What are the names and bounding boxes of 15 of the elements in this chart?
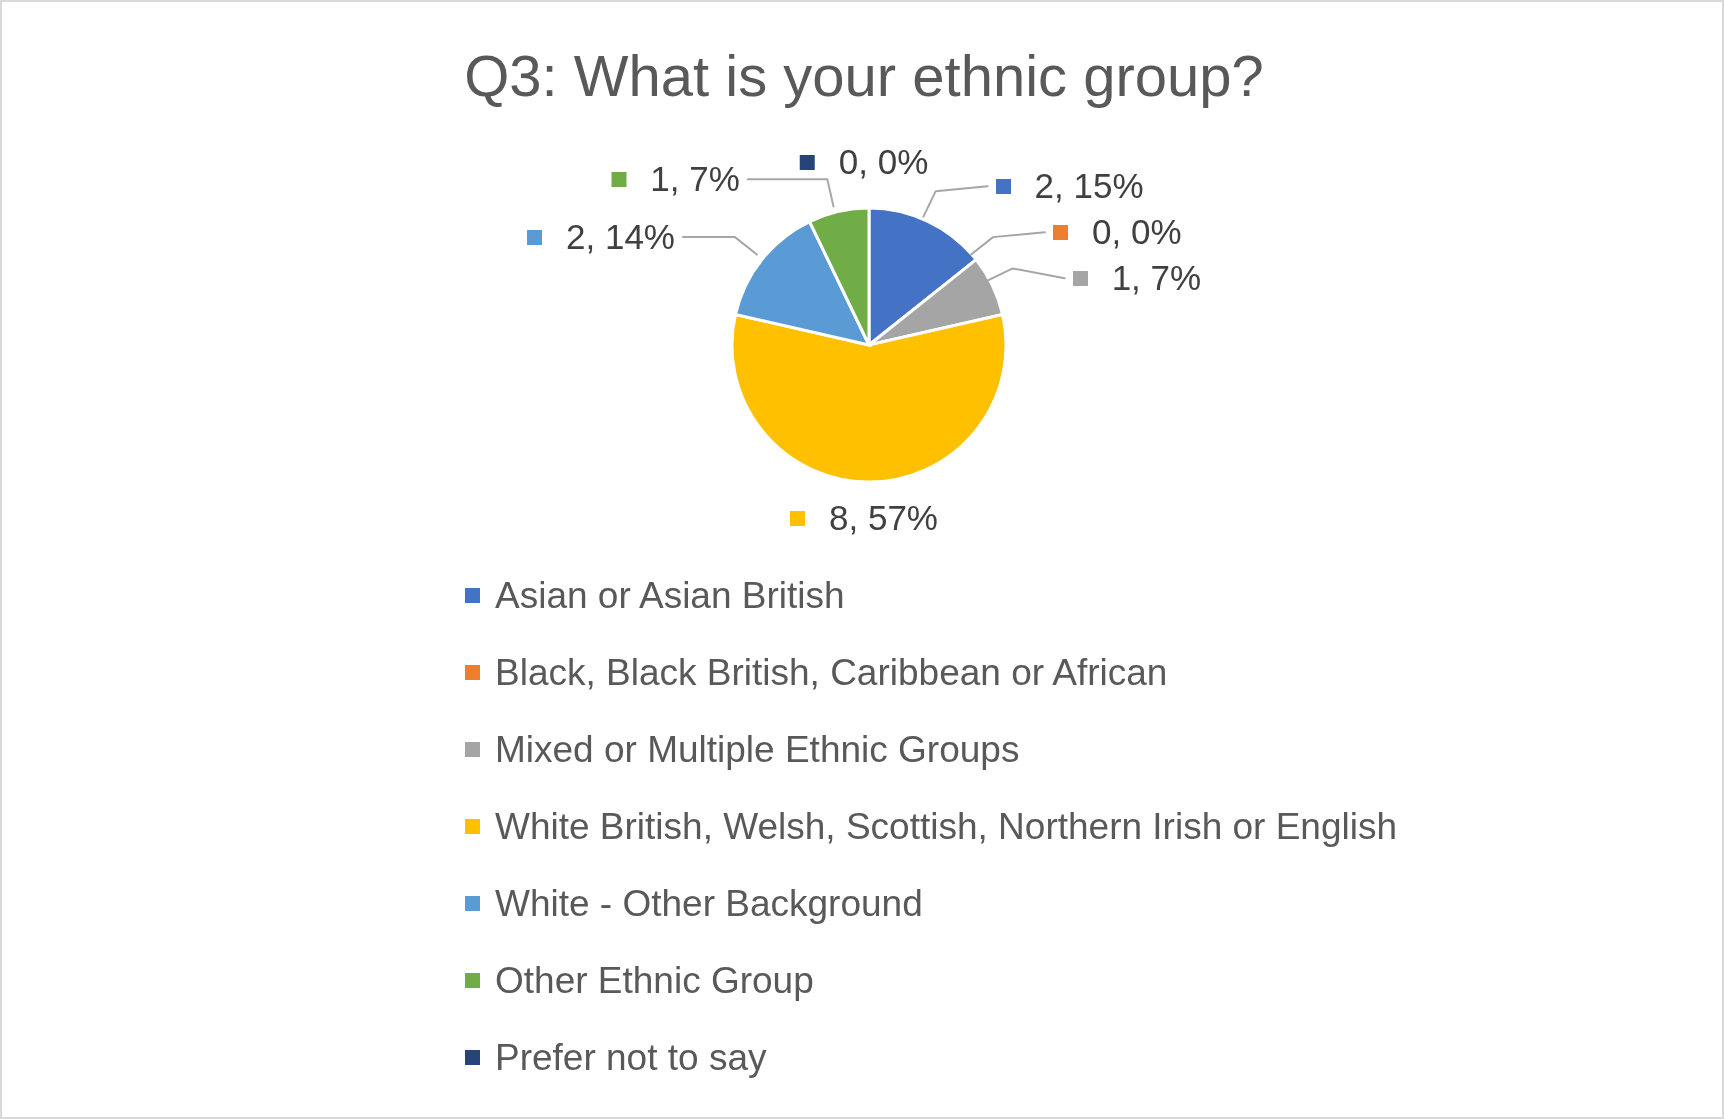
legend-label: Other Ethnic Group	[495, 959, 814, 1001]
legend-label: Black, Black British, Caribbean or African	[495, 651, 1168, 693]
text: 0, 0%	[838, 142, 929, 181]
legend-label: Prefer not to say	[495, 1036, 767, 1078]
data-label: 8, 57%	[829, 498, 938, 537]
legend-label: White British, Welsh, Scottish, Northern Irish or English	[495, 805, 1398, 847]
data-label: 1, 7%	[650, 159, 740, 199]
chart-title: Q3: What is your ethnic group?	[464, 43, 1264, 108]
data-label: 2, 15%	[1034, 166, 1144, 206]
data-label: 1, 7%	[1111, 258, 1202, 298]
legend-label: White - Other Background	[495, 882, 923, 924]
text: 0, 0%	[1092, 212, 1182, 252]
legend-label: Mixed or Multiple Ethnic Groups	[495, 728, 1020, 770]
data-label: 2, 14%	[566, 217, 675, 257]
legend-label: Asian or Asian British	[495, 574, 845, 616]
